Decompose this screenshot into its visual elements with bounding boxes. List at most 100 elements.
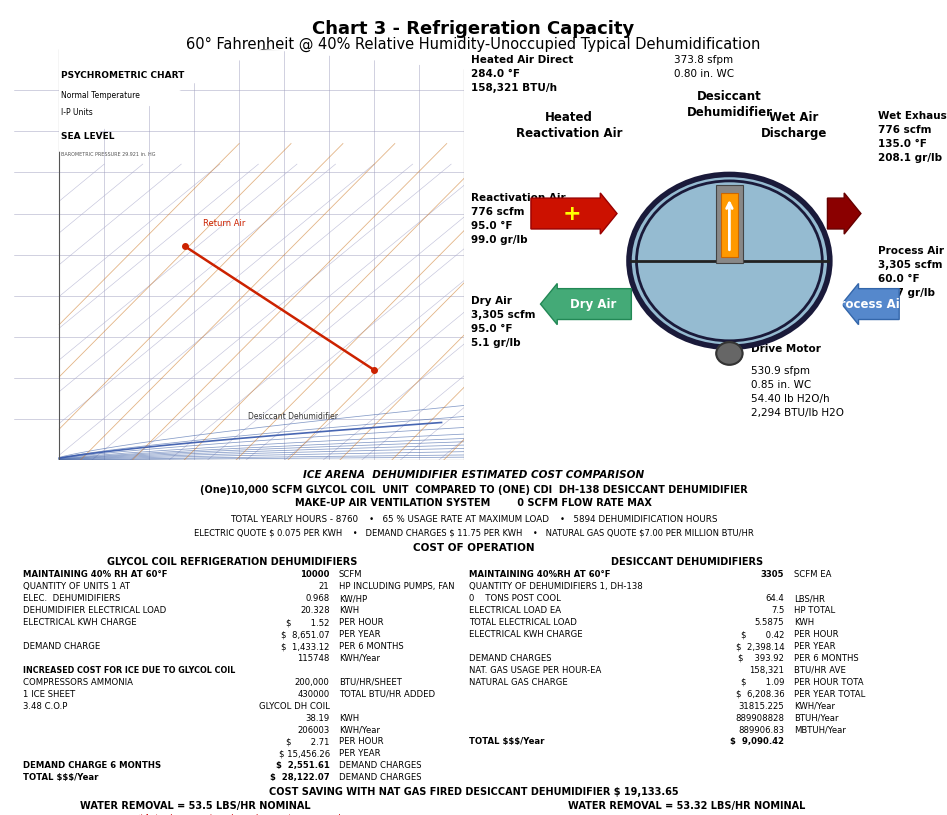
Text: 21: 21 <box>319 583 330 592</box>
Text: $ 15,456.26: $ 15,456.26 <box>278 750 330 759</box>
Text: (One)10,000 SCFM GLYCOL COIL  UNIT  COMPARED TO (ONE) CDI  DH-138 DESICCANT DEHU: (One)10,000 SCFM GLYCOL COIL UNIT COMPAR… <box>200 485 747 495</box>
Text: GLYCOL COIL REFRIGERATION DEHUMIDIFIERS: GLYCOL COIL REFRIGERATION DEHUMIDIFIERS <box>107 557 357 567</box>
Text: PER HOUR TOTA: PER HOUR TOTA <box>794 678 864 687</box>
Text: KW/HP: KW/HP <box>339 594 367 603</box>
Text: KWH: KWH <box>794 619 813 628</box>
Ellipse shape <box>629 174 830 347</box>
Text: Process Air
3,305 scfm
60.0 °F
30.7 gr/lb: Process Air 3,305 scfm 60.0 °F 30.7 gr/l… <box>878 246 943 298</box>
Text: DESICCANT DEHUMIDIFIERS: DESICCANT DEHUMIDIFIERS <box>611 557 763 567</box>
Text: WATER REMOVAL = 53.32 LBS/HR NOMINAL: WATER REMOVAL = 53.32 LBS/HR NOMINAL <box>568 800 806 811</box>
Text: 3305: 3305 <box>760 570 784 579</box>
Text: MBTUH/Year: MBTUH/Year <box>794 725 846 734</box>
Text: GLYCOL DH COIL: GLYCOL DH COIL <box>259 702 330 711</box>
Text: 3.48 C.O.P: 3.48 C.O.P <box>24 702 68 711</box>
Text: COMPRESSORS AMMONIA: COMPRESSORS AMMONIA <box>24 678 134 687</box>
Text: ELECTRICAL LOAD EA: ELECTRICAL LOAD EA <box>469 606 561 615</box>
Text: KWH: KWH <box>339 606 359 615</box>
Text: PER HOUR: PER HOUR <box>339 619 384 628</box>
Text: $  2,551.61: $ 2,551.61 <box>276 761 330 770</box>
Text: TOTAL ELECTRICAL LOAD: TOTAL ELECTRICAL LOAD <box>469 619 577 628</box>
Text: WATER REMOVAL = 53.5 LBS/HR NOMINAL: WATER REMOVAL = 53.5 LBS/HR NOMINAL <box>80 800 311 811</box>
Text: KWH: KWH <box>339 714 359 723</box>
Text: BTU/HR AVE: BTU/HR AVE <box>794 666 846 675</box>
Text: 373.8 sfpm
0.80 in. WC: 373.8 sfpm 0.80 in. WC <box>674 55 735 79</box>
Text: 31815.225: 31815.225 <box>739 702 784 711</box>
Text: $  8,651.07: $ 8,651.07 <box>281 630 330 639</box>
Text: SCFM: SCFM <box>339 570 363 579</box>
Text: *Actual comparison based on water removal.: *Actual comparison based on water remova… <box>139 814 343 815</box>
Text: 60° Fahrenheit @ 40% Relative Humidity-Unoccupied Typical Dehumidification: 60° Fahrenheit @ 40% Relative Humidity-U… <box>187 37 760 52</box>
Text: 1 ICE SHEET: 1 ICE SHEET <box>24 689 76 698</box>
Text: Wet Exhaust Air
776 scfm
135.0 °F
208.1 gr/lb: Wet Exhaust Air 776 scfm 135.0 °F 208.1 … <box>878 111 947 163</box>
Text: 530.9 sfpm
0.85 in. WC
54.40 lb H2O/h
2,294 BTU/lb H2O: 530.9 sfpm 0.85 in. WC 54.40 lb H2O/h 2,… <box>751 366 844 418</box>
Text: 889908828: 889908828 <box>736 714 784 723</box>
Text: I-P Units: I-P Units <box>62 108 93 117</box>
Text: PER 6 MONTHS: PER 6 MONTHS <box>339 642 403 651</box>
Text: Return Air: Return Air <box>204 219 245 228</box>
Text: BTUH/Year: BTUH/Year <box>794 714 838 723</box>
Text: PER YEAR TOTAL: PER YEAR TOTAL <box>794 689 865 698</box>
Text: PER YEAR: PER YEAR <box>794 642 835 651</box>
Text: ELEC.  DEHUMIDIFIERS: ELEC. DEHUMIDIFIERS <box>24 594 120 603</box>
Text: Heated
Reactivation Air: Heated Reactivation Air <box>516 111 622 139</box>
Text: QUANTITY OF DEHUMIDIFIERS 1, DH-138: QUANTITY OF DEHUMIDIFIERS 1, DH-138 <box>469 583 643 592</box>
Text: DEMAND CHARGES: DEMAND CHARGES <box>339 773 421 782</box>
Text: $    393.92: $ 393.92 <box>739 654 784 663</box>
Text: 20.328: 20.328 <box>300 606 330 615</box>
Text: $  6,208.36: $ 6,208.36 <box>736 689 784 698</box>
Text: Wet Air
Discharge: Wet Air Discharge <box>760 111 827 139</box>
FancyArrow shape <box>828 193 861 234</box>
Text: $  2,398.14: $ 2,398.14 <box>736 642 784 651</box>
Text: BTU/HR/SHEET: BTU/HR/SHEET <box>339 678 402 687</box>
Text: ELECTRICAL KWH CHARGE: ELECTRICAL KWH CHARGE <box>24 619 137 628</box>
Text: NATURAL GAS CHARGE: NATURAL GAS CHARGE <box>469 678 567 687</box>
Text: 7.5: 7.5 <box>771 606 784 615</box>
Text: TOTAL $$$/Year: TOTAL $$$/Year <box>469 738 545 747</box>
Text: SEA LEVEL: SEA LEVEL <box>62 133 115 142</box>
Text: 0    TONS POST COOL: 0 TONS POST COOL <box>469 594 561 603</box>
Text: PER HOUR: PER HOUR <box>794 630 838 639</box>
Bar <box>721 193 738 257</box>
Text: $       2.71: $ 2.71 <box>286 738 330 747</box>
FancyArrow shape <box>842 284 900 324</box>
Text: DEMAND CHARGE 6 MONTHS: DEMAND CHARGE 6 MONTHS <box>24 761 162 770</box>
Polygon shape <box>59 49 464 69</box>
Polygon shape <box>59 49 261 152</box>
Text: 64.4: 64.4 <box>766 594 784 603</box>
Text: Dry Air
3,305 scfm
95.0 °F
5.1 gr/lb: Dry Air 3,305 scfm 95.0 °F 5.1 gr/lb <box>472 296 536 348</box>
Text: 889906.83: 889906.83 <box>739 725 784 734</box>
Text: Desiccant Dehumidifier: Desiccant Dehumidifier <box>248 412 338 421</box>
Text: INCREASED COST FOR ICE DUE TO GLYCOL COIL: INCREASED COST FOR ICE DUE TO GLYCOL COI… <box>24 666 236 675</box>
Text: Drive Motor: Drive Motor <box>751 345 821 355</box>
Text: NAT. GAS USAGE PER HOUR-EA: NAT. GAS USAGE PER HOUR-EA <box>469 666 601 675</box>
Text: $       1.09: $ 1.09 <box>741 678 784 687</box>
Text: +: + <box>563 204 581 223</box>
Text: 115748: 115748 <box>297 654 330 663</box>
Text: 0.968: 0.968 <box>305 594 330 603</box>
Text: ICE ARENA  DEHUMIDIFIER ESTIMATED COST COMPARISON: ICE ARENA DEHUMIDIFIER ESTIMATED COST CO… <box>303 469 644 480</box>
Text: TOTAL YEARLY HOURS - 8760    •   65 % USAGE RATE AT MAXIMUM LOAD    •   5894 DEH: TOTAL YEARLY HOURS - 8760 • 65 % USAGE R… <box>230 515 717 524</box>
Text: 5.5875: 5.5875 <box>755 619 784 628</box>
Text: PER HOUR: PER HOUR <box>339 738 384 747</box>
FancyArrow shape <box>541 284 632 324</box>
Text: TOTAL BTU/HR ADDED: TOTAL BTU/HR ADDED <box>339 689 435 698</box>
Text: 158,321: 158,321 <box>749 666 784 675</box>
Text: PSYCHROMETRIC CHART: PSYCHROMETRIC CHART <box>62 71 185 80</box>
Text: 38.19: 38.19 <box>305 714 330 723</box>
Text: Heated Air Direct
284.0 °F
158,321 BTU/h: Heated Air Direct 284.0 °F 158,321 BTU/h <box>472 55 574 93</box>
Text: 430000: 430000 <box>297 689 330 698</box>
FancyArrow shape <box>531 193 617 234</box>
Text: MAINTAINING 40%RH AT 60°F: MAINTAINING 40%RH AT 60°F <box>469 570 611 579</box>
Text: PER YEAR: PER YEAR <box>339 750 381 759</box>
Text: KWH/Year: KWH/Year <box>339 654 380 663</box>
Text: SCFM EA: SCFM EA <box>794 570 831 579</box>
Text: MAINTAINING 40% RH AT 60°F: MAINTAINING 40% RH AT 60°F <box>24 570 168 579</box>
Text: MAKE-UP AIR VENTILATION SYSTEM        0 SCFM FLOW RATE MAX: MAKE-UP AIR VENTILATION SYSTEM 0 SCFM FL… <box>295 498 652 509</box>
Text: DEMAND CHARGES: DEMAND CHARGES <box>339 761 421 770</box>
Text: 206003: 206003 <box>297 725 330 734</box>
Text: LBS/HR: LBS/HR <box>794 594 825 603</box>
Text: TOTAL $$$/Year: TOTAL $$$/Year <box>24 773 98 782</box>
Text: Dry Air: Dry Air <box>570 297 616 311</box>
Text: DEHUMIDIFIER ELECTRICAL LOAD: DEHUMIDIFIER ELECTRICAL LOAD <box>24 606 167 615</box>
Text: COST SAVING WITH NAT GAS FIRED DESICCANT DEHUMIDIFIER $ 19,133.65: COST SAVING WITH NAT GAS FIRED DESICCANT… <box>269 787 678 797</box>
